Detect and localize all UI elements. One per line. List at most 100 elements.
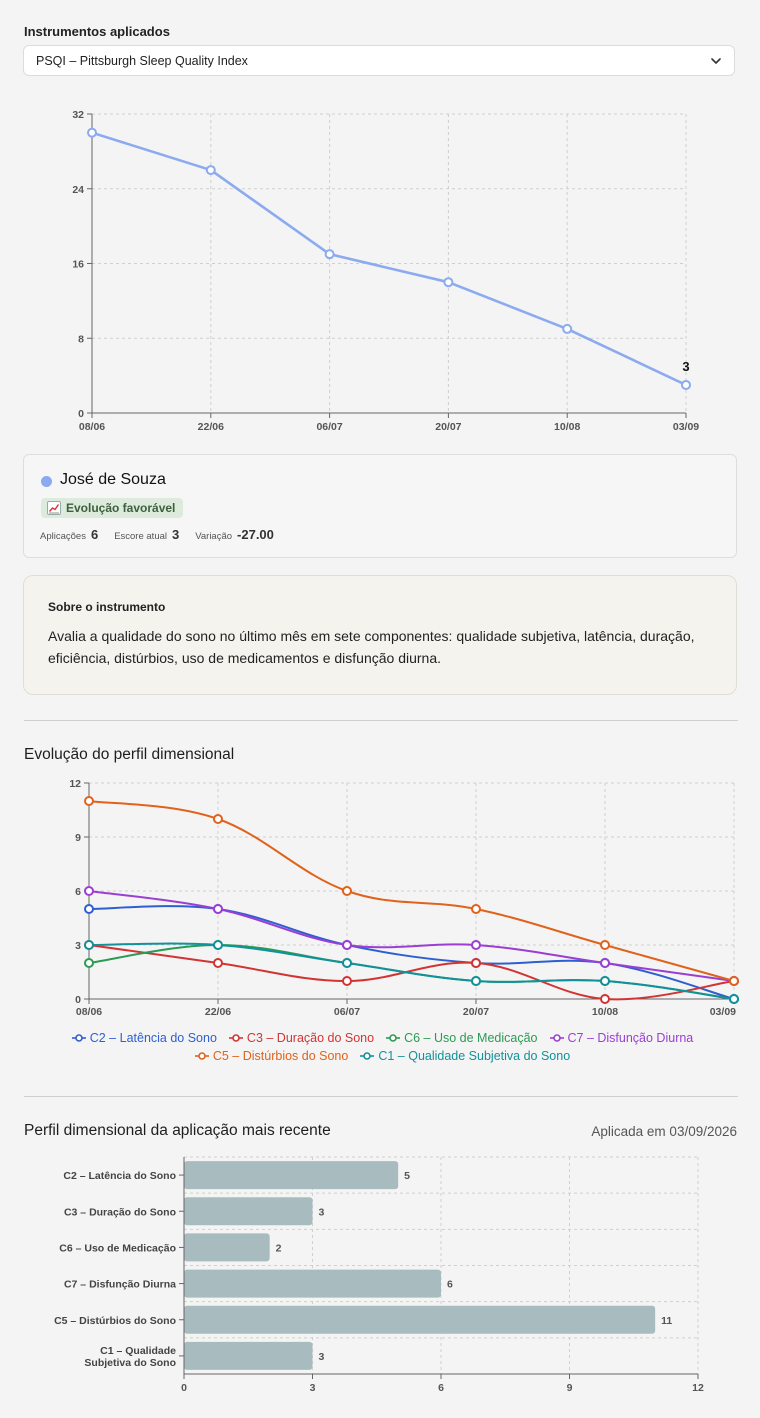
about-instrument-box: Sobre o instrumento Avalia a qualidade d… (23, 575, 737, 695)
bar-value-label: 5 (404, 1170, 410, 1182)
x-tick-label: 08/06 (76, 1006, 102, 1018)
legend-marker (386, 1034, 401, 1042)
series-line (88, 800, 735, 982)
total-score-line-chart: 0 8 16 24 32 08/06 22/06 06/07 20/07 10/08 03/09 3 (72, 109, 699, 433)
legend-marker (360, 1052, 375, 1060)
legend-item[interactable]: C5 – Distúrbios do Sono (194, 1049, 348, 1063)
legend-label: C1 – Qualidade Subjetiva do Sono (378, 1049, 571, 1063)
data-point (471, 958, 481, 968)
legend-item[interactable]: C2 – Latência do Sono (71, 1031, 217, 1045)
bar (184, 1305, 656, 1334)
y-tick-label: 32 (72, 109, 84, 121)
instrument-select-value: PSQI – Pittsburgh Sleep Quality Index (36, 54, 248, 68)
stat-label-variation: Variação (195, 531, 233, 542)
legend-item[interactable]: C3 – Duração do Sono (228, 1031, 374, 1045)
data-point (729, 976, 739, 986)
x-tick-label: 20/07 (463, 1006, 489, 1018)
x-tick-label: 9 (567, 1382, 573, 1394)
data-point (471, 976, 481, 986)
data-point (84, 904, 94, 914)
section-divider (24, 1096, 738, 1097)
category-label: C6 – Uso de Medicação (59, 1242, 176, 1254)
legend-item[interactable]: C6 – Uso de Medicação (386, 1031, 538, 1045)
y-tick-label: 8 (78, 333, 84, 345)
legend-marker (71, 1034, 86, 1042)
data-point (342, 976, 352, 986)
data-point (213, 904, 223, 914)
bar-value-label: 3 (319, 1206, 325, 1218)
legend-label: C6 – Uso de Medicação (404, 1031, 538, 1045)
bar-value-label: 3 (319, 1351, 325, 1363)
bar (184, 1269, 441, 1298)
bar (184, 1341, 313, 1370)
x-tick-label: 03/09 (673, 421, 699, 433)
legend-item[interactable]: C7 – Disfunção Diurna (549, 1031, 693, 1045)
data-point (729, 994, 739, 1004)
stat-value-variation: -27.00 (237, 527, 274, 542)
stat-value-applications: 6 (90, 527, 99, 542)
series-line (88, 942, 735, 1000)
x-tick-label: 10/08 (592, 1006, 618, 1018)
data-point (600, 958, 610, 968)
data-point (600, 994, 610, 1004)
status-badge-label: Evolução favorável (66, 501, 176, 515)
y-tick-label: 16 (72, 259, 84, 271)
last-point-label: 3 (682, 359, 689, 374)
data-point (681, 379, 691, 390)
bar-value-label: 6 (447, 1279, 453, 1291)
stat-label-current-score: Escore atual (114, 531, 167, 542)
x-tick-label: 22/06 (198, 421, 224, 433)
legend-marker (194, 1052, 209, 1060)
category-label: C5 – Distúrbios do Sono (54, 1315, 176, 1327)
data-point (342, 940, 352, 950)
legend-label: C2 – Latência do Sono (89, 1031, 217, 1045)
x-tick-label: 06/07 (316, 421, 342, 433)
data-point (324, 249, 335, 260)
y-tick-label: 12 (69, 778, 81, 790)
patient-name: José de Souza (60, 471, 166, 488)
chevron-down-icon (711, 58, 721, 64)
section-divider (24, 720, 738, 721)
dimensional-evolution-title: Evolução do perfil dimensional (24, 746, 235, 763)
patient-stats: Aplicações 6 Escore atual 3 Variação -27… (40, 527, 290, 542)
about-title: Sobre o instrumento (48, 600, 166, 614)
category-label: C2 – Latência do Sono (63, 1170, 176, 1182)
y-tick-label: 0 (75, 994, 81, 1006)
y-tick-label: 3 (75, 940, 81, 952)
instruments-label: Instrumentos aplicados (24, 24, 170, 39)
legend-item[interactable]: C1 – Qualidade Subjetiva do Sono (360, 1049, 570, 1063)
score-series-line (91, 131, 687, 387)
category-label: C3 – Duração do Sono (64, 1206, 176, 1218)
category-label: Subjetiva do Sono (84, 1357, 176, 1369)
bar (184, 1197, 313, 1226)
x-tick-label: 3 (310, 1382, 316, 1394)
stat-value-current-score: 3 (172, 527, 180, 542)
data-point (443, 277, 454, 288)
data-point (205, 165, 216, 176)
instrument-select[interactable]: PSQI – Pittsburgh Sleep Quality Index (23, 45, 735, 76)
category-label: C7 – Disfunção Diurna (64, 1279, 176, 1291)
chart-increasing-icon (47, 501, 61, 515)
data-point (600, 976, 610, 986)
x-tick-label: 6 (438, 1382, 444, 1394)
patient-card: José de Souza Evolução favorável Aplicaç… (23, 454, 737, 558)
y-tick-label: 0 (78, 408, 84, 420)
data-point (84, 958, 94, 968)
legend-marker (228, 1034, 243, 1042)
recent-profile-title: Perfil dimensional da aplicação mais rec… (24, 1122, 331, 1139)
data-point (562, 323, 573, 334)
x-tick-label: 12 (692, 1382, 704, 1394)
bar-value-label: 2 (276, 1242, 282, 1254)
data-point (342, 958, 352, 968)
data-point (471, 904, 481, 914)
data-point (471, 940, 481, 950)
data-point (213, 814, 223, 824)
data-point (600, 940, 610, 950)
data-point (84, 940, 94, 950)
x-tick-label: 06/07 (334, 1006, 360, 1018)
x-tick-label: 20/07 (435, 421, 461, 433)
x-tick-label: 08/06 (79, 421, 105, 433)
applied-date: Aplicada em 03/09/2026 (591, 1124, 737, 1139)
category-label: C1 – Qualidade (100, 1345, 176, 1357)
about-text: Avalia a qualidade do sono no último mês… (48, 628, 695, 666)
